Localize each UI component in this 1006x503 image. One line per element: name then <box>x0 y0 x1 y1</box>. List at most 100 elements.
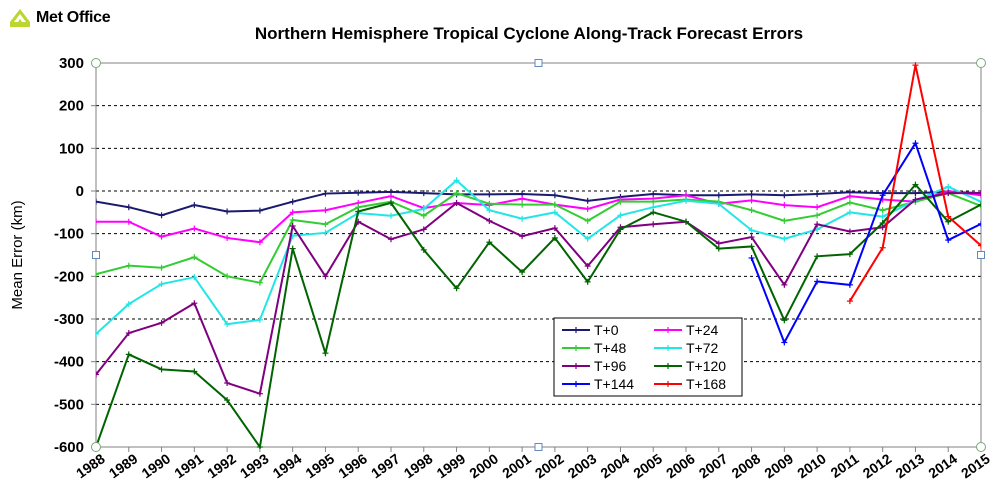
data-point <box>486 239 493 246</box>
data-point <box>584 278 591 285</box>
x-tick-label: 2003 <box>565 450 600 481</box>
data-point <box>420 190 427 197</box>
data-point <box>125 204 132 211</box>
data-point <box>781 235 788 242</box>
series-tplus-144 <box>748 140 981 346</box>
chart-title: Northern Hemisphere Tropical Cyclone Alo… <box>255 24 803 43</box>
y-tick-label: 200 <box>59 98 84 115</box>
data-point <box>519 195 526 202</box>
y-tick-label: -400 <box>54 354 84 371</box>
data-point <box>191 368 198 375</box>
data-point <box>879 244 886 251</box>
data-point <box>879 192 886 199</box>
series-tplus-96 <box>96 190 981 397</box>
data-point <box>322 190 329 197</box>
data-point <box>322 221 329 228</box>
data-point <box>224 397 231 404</box>
data-point <box>879 207 886 214</box>
data-point <box>683 218 689 225</box>
data-point <box>617 198 624 205</box>
data-point <box>158 233 165 240</box>
data-point <box>978 190 981 197</box>
x-tick-label: 2014 <box>925 450 960 481</box>
data-point <box>191 274 198 281</box>
data-point <box>748 191 755 198</box>
data-point <box>125 218 132 225</box>
data-point <box>978 220 981 227</box>
x-tick-label: 2001 <box>499 450 534 481</box>
data-point <box>125 351 132 358</box>
data-point <box>715 200 722 207</box>
data-point <box>846 281 853 288</box>
data-point <box>158 281 165 288</box>
resize-handle-corner[interactable] <box>91 58 101 68</box>
data-point <box>650 221 657 228</box>
data-point <box>224 208 231 215</box>
data-point <box>912 140 919 147</box>
data-point <box>322 229 329 236</box>
data-point <box>781 217 788 224</box>
data-point <box>650 198 657 205</box>
data-point <box>486 191 493 198</box>
data-point <box>224 234 231 241</box>
data-point <box>781 339 788 346</box>
data-point <box>650 209 657 216</box>
data-point <box>158 212 165 219</box>
data-point <box>584 235 591 242</box>
y-tick-label: -500 <box>54 396 84 413</box>
data-point <box>584 217 591 224</box>
data-point <box>748 227 755 234</box>
x-ticks: 1988198919901991199219931994199519961997… <box>73 447 993 481</box>
data-point <box>715 192 722 199</box>
data-point <box>814 204 821 211</box>
data-point <box>355 208 362 215</box>
data-point <box>978 242 981 249</box>
data-point <box>781 281 788 288</box>
data-point <box>519 233 526 240</box>
series-line <box>96 192 981 284</box>
data-point <box>814 278 821 285</box>
resize-handle-edge[interactable] <box>92 251 100 259</box>
x-tick-label: 1996 <box>335 450 370 481</box>
x-tick-label: 1997 <box>368 450 403 481</box>
data-point <box>551 234 558 241</box>
y-tick-label: -600 <box>54 439 84 456</box>
y-tick-label: 300 <box>59 55 84 72</box>
resize-handle-corner[interactable] <box>91 442 101 452</box>
data-point <box>748 254 755 261</box>
y-ticks: 300 200 100 0 -100 -200 -300 -400 -500 -600 <box>54 55 96 456</box>
x-tick-label: 2006 <box>663 450 698 481</box>
data-point <box>945 183 952 190</box>
x-tick-label: 1999 <box>434 450 469 481</box>
resize-handle-corner[interactable] <box>976 442 986 452</box>
data-point <box>912 190 919 197</box>
x-tick-label: 2004 <box>597 450 632 481</box>
data-point <box>551 192 558 199</box>
data-point <box>388 212 394 219</box>
x-tick-label: 2009 <box>761 450 796 481</box>
y-tick-label: 0 <box>76 183 84 200</box>
data-point <box>978 192 981 199</box>
y-axis-label: Mean Error (km) <box>9 200 26 309</box>
data-point <box>551 209 558 216</box>
data-point <box>289 222 296 229</box>
data-point <box>191 300 198 307</box>
data-point <box>486 207 493 214</box>
resize-handle-corner[interactable] <box>976 58 986 68</box>
data-point <box>453 285 460 292</box>
data-point <box>486 217 493 224</box>
x-tick-label: 1990 <box>139 450 174 481</box>
resize-handle-edge[interactable] <box>534 59 543 67</box>
data-point <box>846 193 853 200</box>
legend-label: T+168 <box>686 376 726 392</box>
data-point <box>879 213 886 220</box>
data-point <box>846 298 853 305</box>
resize-handle-edge[interactable] <box>534 443 543 451</box>
data-point <box>617 212 624 219</box>
data-point <box>125 301 132 308</box>
legend-item: T+72 <box>654 340 719 356</box>
resize-handle-edge[interactable] <box>977 251 985 259</box>
data-point <box>912 196 919 203</box>
